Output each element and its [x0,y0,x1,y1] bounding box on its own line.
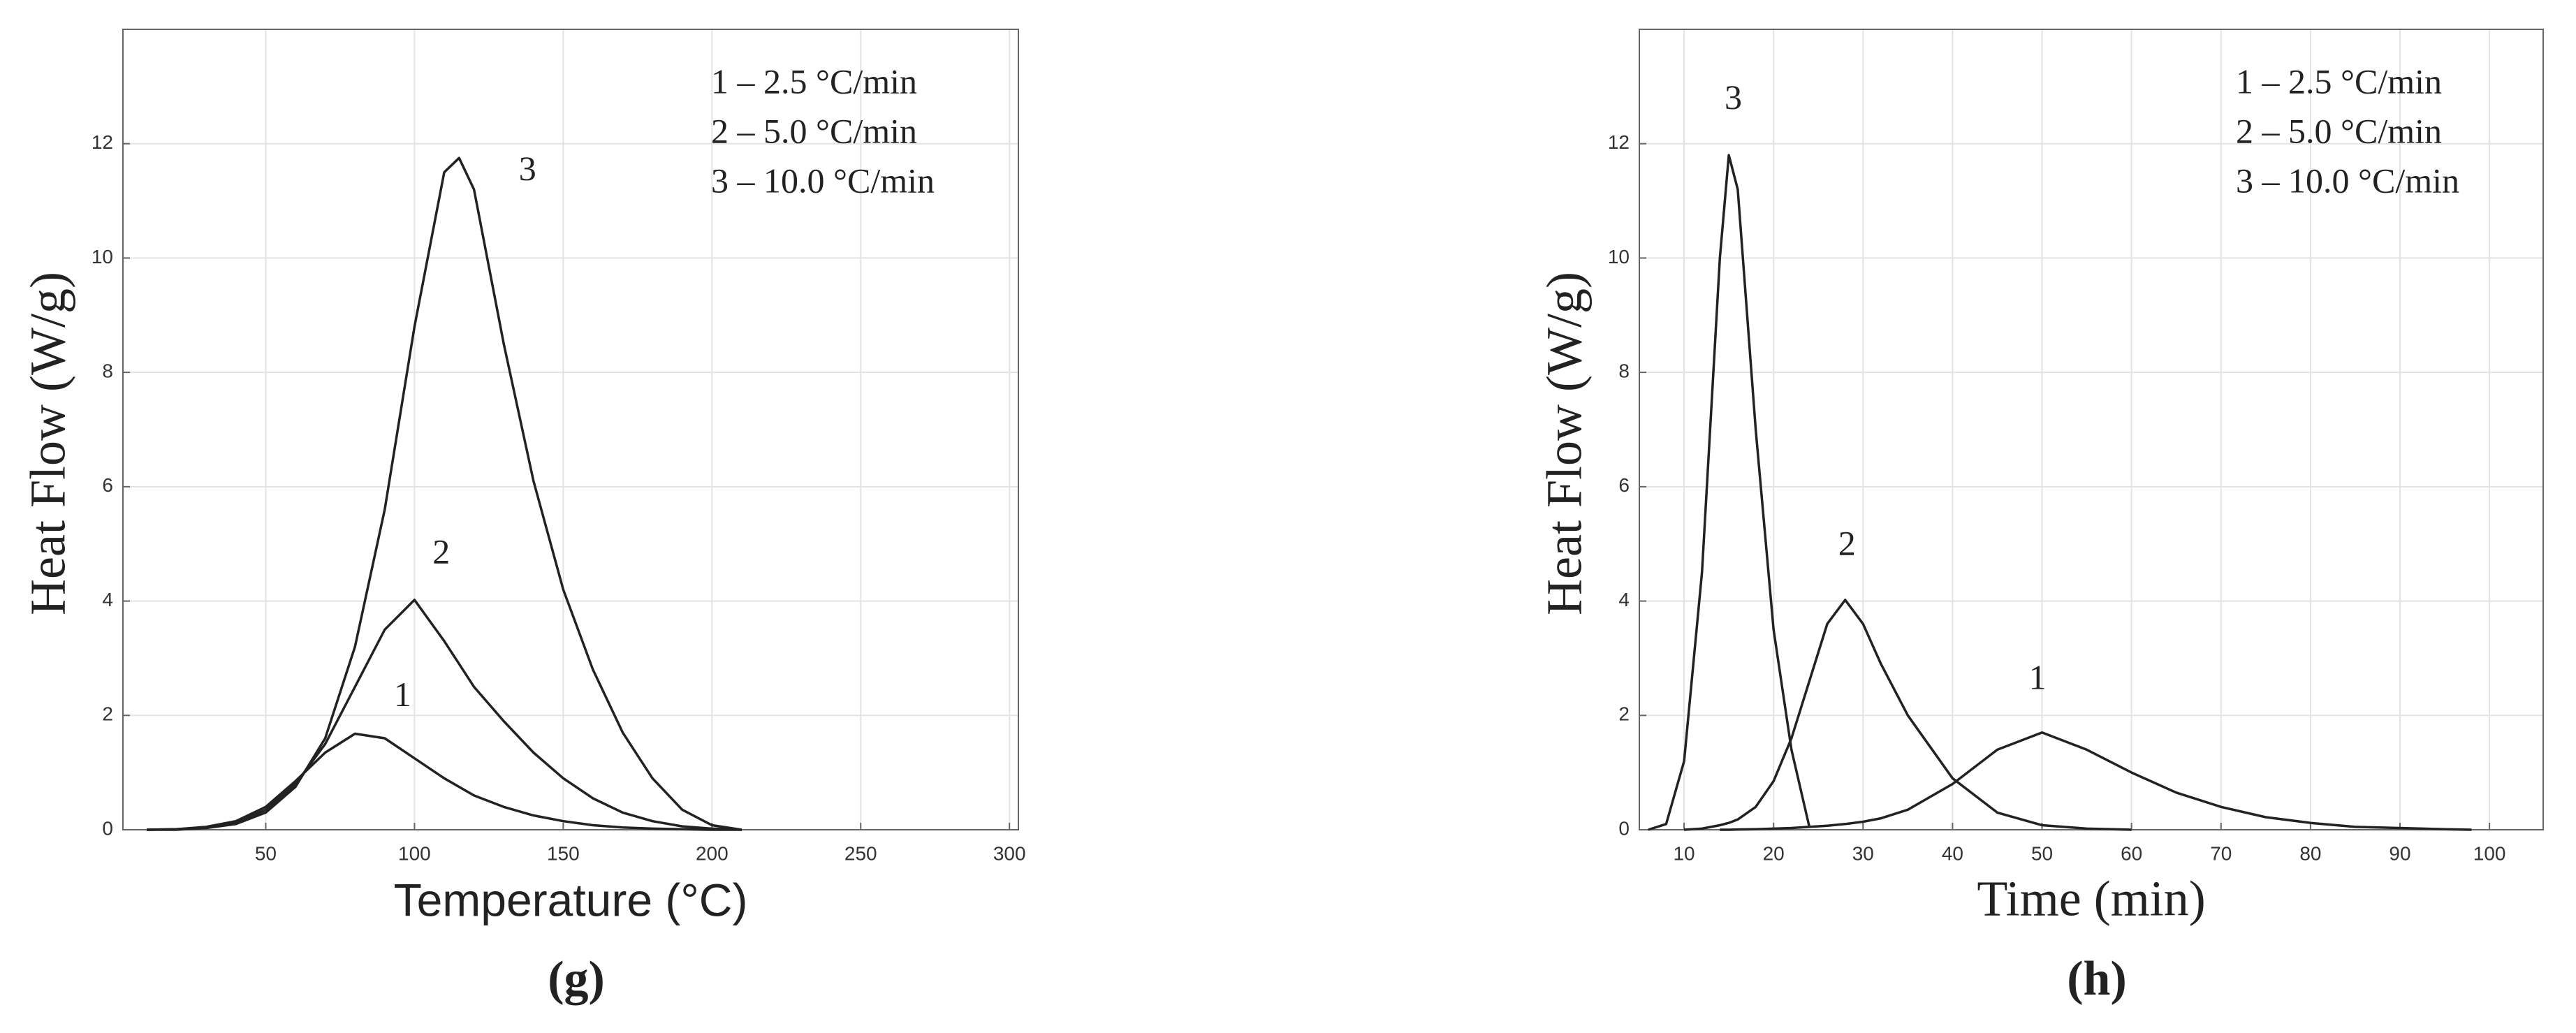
x-tick-label: 30 [1852,842,1874,864]
y-tick-label: 6 [1618,474,1630,496]
caption: (h) [2067,952,2127,1006]
x-axis-label: Temperature (°C) [394,874,748,925]
y-tick-label: 10 [92,246,113,268]
x-tick-label: 20 [1763,842,1785,864]
y-tick-label: 6 [102,474,113,496]
y-tick-label: 4 [102,589,113,610]
y-tick-label: 0 [1618,817,1630,839]
y-tick-label: 0 [102,817,113,839]
curve [147,156,742,831]
curve-label: 1 [2029,658,2047,697]
y-tick-label: 12 [1608,131,1630,153]
y-tick-label: 10 [1608,246,1630,268]
x-tick-label: 50 [2031,842,2053,864]
x-tick-label: 150 [547,842,580,864]
x-tick-label: 50 [255,842,277,864]
legend-entry: 2 – 5.0 °C/min [2236,111,2442,150]
x-tick-label: 80 [2299,842,2321,864]
curve-label: 2 [1838,523,1856,562]
curve [1720,731,2472,831]
x-axis-label: Time (min) [1977,871,2205,927]
curve [147,599,742,831]
plot-frame [122,29,1019,830]
x-tick-label: 70 [2210,842,2232,864]
x-tick-label: 90 [2389,842,2410,864]
curve-label: 1 [394,675,411,714]
legend-entry: 1 – 2.5 °C/min [2236,61,2442,101]
x-tick-label: 60 [2121,842,2142,864]
legend-entry: 3 – 10.0 °C/min [711,161,935,200]
legend-entry: 2 – 5.0 °C/min [711,111,917,150]
curve [147,732,742,831]
legend-entry: 3 – 10.0 °C/min [2236,161,2459,200]
legend-entry: 1 – 2.5 °C/min [711,61,917,101]
y-tick-label: 2 [1618,703,1630,725]
curve-label: 3 [519,149,536,188]
x-tick-label: 100 [398,842,431,864]
x-tick-label: 100 [2473,842,2506,864]
x-tick-label: 40 [1942,842,1963,864]
y-tick-label: 8 [102,360,113,382]
curve [1683,599,2132,831]
y-axis-label: Heat Flow (W/g) [1537,272,1593,615]
y-tick-label: 8 [1618,360,1630,382]
y-tick-label: 2 [102,703,113,725]
curve [1648,154,1811,831]
x-tick-label: 200 [696,842,729,864]
y-tick-label: 4 [1618,589,1630,610]
x-tick-label: 250 [844,842,877,864]
y-tick-label: 12 [92,131,113,153]
x-tick-label: 10 [1673,842,1695,864]
y-axis-label: Heat Flow (W/g) [20,272,76,615]
curve-label: 3 [1725,78,1742,117]
x-tick-label: 300 [993,842,1026,864]
caption: (g) [548,952,605,1006]
curve-label: 2 [432,532,450,571]
